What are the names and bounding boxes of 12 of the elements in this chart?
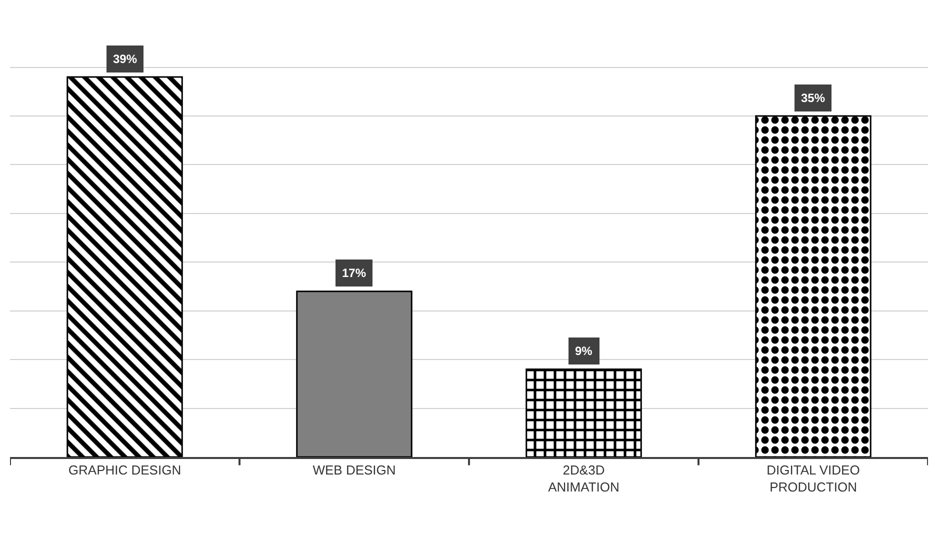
data-label: 35% — [801, 91, 826, 105]
bar — [66, 76, 183, 457]
data-label: 17% — [342, 266, 366, 280]
bar — [296, 290, 412, 457]
data-label: 39% — [113, 52, 138, 66]
x-tick-label: WEB DESIGN — [312, 462, 396, 478]
x-tick-label: 2D&3D ANIMATION — [548, 462, 620, 494]
data-label: 9% — [575, 344, 593, 358]
x-tick-label: GRAPHIC DESIGN — [68, 462, 182, 478]
bar — [526, 368, 642, 457]
bar — [755, 115, 872, 457]
x-tick-label: DIGITAL VIDEO PRODUCTION — [766, 462, 860, 494]
